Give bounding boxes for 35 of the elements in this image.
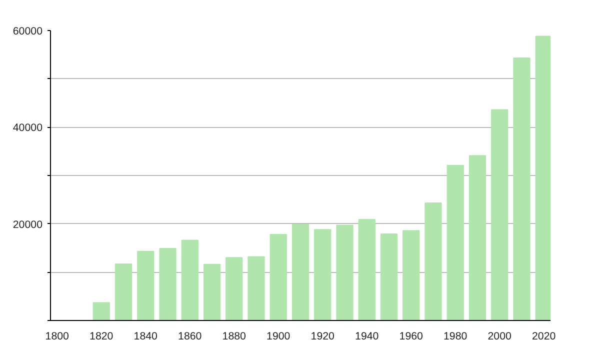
x-tick-label: 1960 — [399, 330, 424, 342]
bar — [292, 224, 310, 320]
bar — [491, 109, 508, 320]
x-tick-label: 1800 — [45, 330, 70, 342]
x-tick-label: 1880 — [222, 330, 246, 342]
bar — [336, 224, 354, 320]
x-tick-label: 1840 — [134, 330, 158, 342]
bar — [380, 233, 398, 320]
x-tick-label: 1860 — [178, 330, 202, 342]
bar — [468, 155, 486, 320]
bar — [270, 234, 287, 320]
y-tick-label: 60000 — [12, 26, 43, 38]
bar — [181, 240, 198, 320]
bar — [137, 250, 154, 320]
bar — [358, 218, 376, 320]
x-tick-label: 1920 — [310, 330, 335, 342]
bar — [226, 257, 243, 320]
x-tick-label: 1900 — [266, 330, 290, 342]
x-tick-label: 2000 — [488, 330, 512, 342]
y-tick-label: 40000 — [12, 122, 43, 134]
y-tick-label: 20000 — [12, 218, 43, 231]
bar — [424, 202, 442, 320]
bar — [402, 230, 420, 320]
bar — [314, 229, 332, 320]
bar — [248, 256, 265, 320]
x-tick-label: 1940 — [355, 330, 379, 342]
bar — [513, 58, 530, 320]
bar — [446, 164, 464, 320]
bar — [159, 248, 176, 320]
x-tick-label: 2020 — [532, 330, 556, 342]
bar — [114, 263, 132, 320]
bar — [203, 264, 221, 320]
x-tick-label: 1980 — [444, 330, 468, 342]
x-tick-label: 1820 — [90, 330, 114, 342]
bar — [92, 302, 110, 320]
